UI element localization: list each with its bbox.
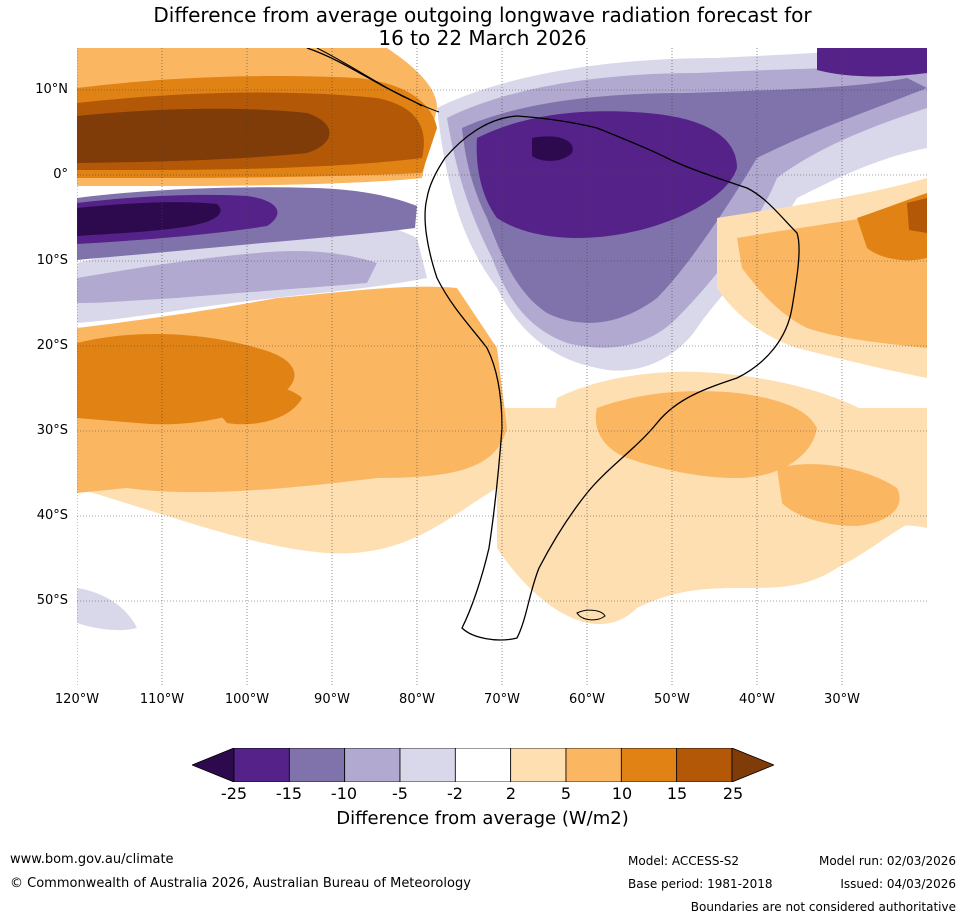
south-america-coastline xyxy=(424,115,800,641)
title-line-2: 16 to 22 March 2026 xyxy=(378,26,587,50)
lat-label-10n: 10°N xyxy=(35,82,68,97)
anomaly-dark-orange-pacific-2 xyxy=(197,382,302,425)
anomaly-darkest-purple-amazon xyxy=(532,136,573,161)
anomaly-light-purple-pacific xyxy=(77,251,377,303)
colorbar-tick: -10 xyxy=(330,784,358,803)
lon-label-50w: 50°W xyxy=(654,692,690,707)
colorbar-box xyxy=(620,748,678,782)
colorbar-tick: 2 xyxy=(505,784,517,803)
colorbar-tick: 5 xyxy=(560,784,572,803)
footer-copyright: © Commonwealth of Australia 2026, Austra… xyxy=(10,876,471,891)
colorbar-arrow-right xyxy=(731,748,774,782)
anomaly-orange-south-atlantic xyxy=(595,391,817,478)
lon-label-60w: 60°W xyxy=(569,692,605,707)
lat-label-10s: 10°S xyxy=(36,253,68,268)
colorbar-label: Difference from average (W/m2) xyxy=(336,808,629,829)
colorbar xyxy=(192,748,774,782)
lon-label-110w: 110°W xyxy=(139,692,185,707)
footer-disclaimer: Boundaries are not considered authoritat… xyxy=(690,900,956,914)
footer-issued: Issued: 04/03/2026 xyxy=(840,877,956,891)
lon-label-30w: 30°W xyxy=(824,692,860,707)
colorbar-box xyxy=(454,748,512,782)
colorbar-box xyxy=(344,748,401,782)
colorbar-tick: -25 xyxy=(220,784,248,803)
colorbar-box xyxy=(399,748,456,782)
lon-label-120w: 120°W xyxy=(54,692,100,707)
colorbar-box xyxy=(565,748,622,782)
graticule xyxy=(77,48,927,686)
colorbar-tick: 15 xyxy=(666,784,688,803)
anomaly-lavender-southwest xyxy=(77,588,137,631)
footer-base-period: Base period: 1981-2018 xyxy=(628,877,773,891)
colorbar-tick: -15 xyxy=(275,784,303,803)
central-america-coastline-2 xyxy=(316,48,440,113)
lat-label-20s: 20°S xyxy=(36,338,68,353)
map-svg xyxy=(77,48,927,686)
footer-model: Model: ACCESS-S2 xyxy=(628,854,740,868)
colorbar-box xyxy=(510,748,567,782)
lon-label-90w: 90°W xyxy=(314,692,350,707)
falkland-islands xyxy=(576,609,606,621)
lat-label-30s: 30°S xyxy=(36,423,68,438)
title-line-1: Difference from average outgoing longwav… xyxy=(153,3,812,27)
lat-label-50s: 50°S xyxy=(36,593,68,608)
lon-label-100w: 100°W xyxy=(224,692,270,707)
anomaly-deep-purple-north-atlantic xyxy=(817,48,927,77)
colorbar-tick: 10 xyxy=(611,784,633,803)
chart-title: Difference from average outgoing longwav… xyxy=(0,4,965,50)
anomaly-orange-south-atlantic-2 xyxy=(777,464,900,526)
colorbar-tick: -2 xyxy=(447,784,463,803)
colorbar-box xyxy=(233,748,290,782)
anomaly-darkest-purple-eq-pacific xyxy=(77,202,221,236)
lon-label-40w: 40°W xyxy=(739,692,775,707)
lat-label-40s: 40°S xyxy=(36,508,68,523)
colorbar-tick: -5 xyxy=(392,784,408,803)
lat-label-0: 0° xyxy=(53,167,68,182)
colorbar-arrow-left xyxy=(192,748,235,782)
forecast-map xyxy=(77,48,927,686)
lon-label-80w: 80°W xyxy=(399,692,435,707)
colorbar-tick: 25 xyxy=(722,784,744,803)
colorbar-boxes xyxy=(233,748,733,782)
colorbar-box xyxy=(288,748,346,782)
colorbar-box xyxy=(676,748,733,782)
anomaly-darkest-brown-north-pacific xyxy=(77,108,330,163)
footer-website: www.bom.gov.au/climate xyxy=(10,852,174,867)
anomaly-brown-east-atlantic xyxy=(907,198,927,233)
footer-model-run: Model run: 02/03/2026 xyxy=(818,854,956,868)
lon-label-70w: 70°W xyxy=(484,692,520,707)
